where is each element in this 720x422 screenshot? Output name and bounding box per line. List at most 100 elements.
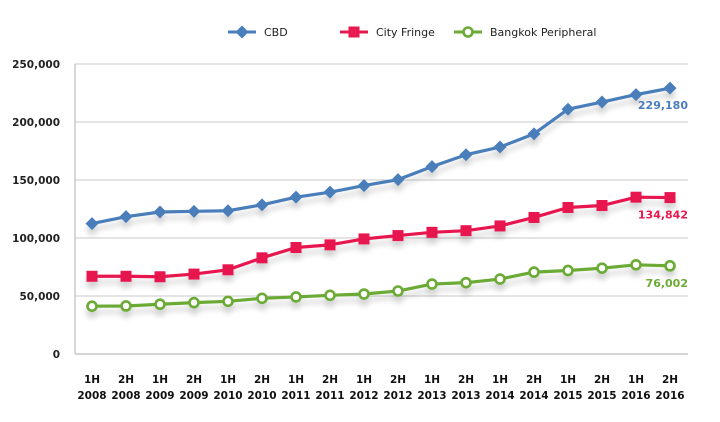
data-point bbox=[562, 201, 574, 213]
data-point bbox=[290, 291, 302, 303]
x-tick-label-half: 1H bbox=[560, 374, 576, 386]
y-tick-label: 150,000 bbox=[12, 175, 60, 187]
legend-square-icon bbox=[348, 26, 360, 38]
legend-item: Bangkok Peripheral bbox=[454, 26, 596, 39]
x-tick-label-half: 2H bbox=[322, 374, 338, 386]
x-tick-label-year: 2008 bbox=[77, 390, 106, 402]
legend-circle-icon bbox=[462, 26, 474, 38]
data-point bbox=[527, 127, 541, 141]
data-point bbox=[561, 102, 575, 116]
data-point bbox=[391, 173, 405, 187]
x-tick-label-year: 2009 bbox=[179, 390, 208, 402]
data-point bbox=[85, 217, 99, 231]
data-point bbox=[188, 268, 200, 280]
legend-item: City Fringe bbox=[340, 26, 435, 39]
data-point bbox=[153, 205, 167, 219]
data-label: 134,842 bbox=[638, 209, 688, 222]
data-label: 76,002 bbox=[646, 277, 688, 290]
data-point bbox=[119, 210, 133, 224]
x-tick-label-year: 2009 bbox=[145, 390, 174, 402]
x-tick-label-half: 2H bbox=[254, 374, 270, 386]
x-tick-label-half: 1H bbox=[152, 374, 168, 386]
data-point bbox=[562, 264, 574, 277]
data-point bbox=[493, 140, 507, 154]
series-line bbox=[91, 86, 671, 226]
legend: CBD City Fringe Bangkok Peripheral bbox=[228, 25, 596, 39]
data-point bbox=[392, 285, 404, 297]
x-tick-label-year: 2016 bbox=[655, 390, 684, 402]
data-point bbox=[596, 200, 608, 212]
x-tick-label-half: 2H bbox=[458, 374, 474, 386]
data-point bbox=[596, 262, 608, 274]
gridlines bbox=[75, 63, 688, 297]
x-tick-label-half: 2H bbox=[594, 374, 610, 386]
data-point bbox=[357, 179, 371, 193]
x-tick-label-half: 2H bbox=[118, 374, 134, 386]
data-point bbox=[255, 198, 269, 212]
data-point bbox=[358, 233, 370, 245]
data-point bbox=[323, 185, 337, 199]
data-point bbox=[222, 295, 234, 308]
x-tick-label-half: 1H bbox=[84, 374, 100, 386]
data-point bbox=[663, 81, 677, 95]
data-point bbox=[528, 211, 540, 223]
series-city-fringe bbox=[86, 191, 676, 283]
data-point bbox=[290, 242, 302, 254]
data-point bbox=[154, 271, 166, 283]
data-point bbox=[289, 190, 303, 204]
series-line bbox=[92, 195, 671, 279]
legend-label: City Fringe bbox=[376, 26, 435, 39]
x-tick-label-half: 2H bbox=[662, 374, 678, 386]
legend-item: CBD bbox=[228, 25, 288, 39]
data-point bbox=[324, 289, 336, 302]
x-tick-label-half: 1H bbox=[288, 374, 304, 386]
y-tick-label: 200,000 bbox=[12, 117, 60, 129]
x-tick-label-year: 2014 bbox=[485, 390, 514, 402]
series-bangkok-peripheral bbox=[86, 258, 676, 313]
y-axis-ticks: 0 50,000 100,000 150,000 200,000 250,000 bbox=[12, 59, 60, 361]
x-tick-label-year: 2008 bbox=[111, 390, 140, 402]
data-point bbox=[426, 278, 438, 290]
x-tick-label-half: 2H bbox=[186, 374, 202, 386]
data-point bbox=[425, 160, 439, 174]
x-tick-label-year: 2013 bbox=[451, 390, 480, 402]
x-tick-label-year: 2015 bbox=[587, 390, 616, 402]
series-cbd bbox=[85, 81, 677, 231]
data-point bbox=[187, 204, 201, 218]
x-tick-label-half: 1H bbox=[356, 374, 372, 386]
y-tick-label: 250,000 bbox=[12, 59, 60, 71]
data-point bbox=[629, 88, 643, 102]
legend-label: Bangkok Peripheral bbox=[490, 26, 596, 39]
data-point bbox=[460, 225, 472, 237]
x-tick-label-half: 1H bbox=[424, 374, 440, 386]
x-tick-label-half: 1H bbox=[628, 374, 644, 386]
x-axis-ticks: 1H 2008 2H 2008 1H 2009 2H 2009 1H 2010 2H 2010 1H 20… bbox=[77, 374, 684, 402]
data-point bbox=[494, 220, 506, 232]
x-tick-label-half: 1H bbox=[220, 374, 236, 386]
data-point bbox=[358, 288, 370, 300]
data-point bbox=[154, 298, 166, 311]
end-labels: 229,180 134,842 76,002 bbox=[638, 99, 688, 290]
data-point bbox=[664, 260, 676, 272]
x-tick-label-year: 2013 bbox=[417, 390, 446, 402]
data-point bbox=[630, 191, 642, 203]
data-point bbox=[188, 296, 200, 309]
x-tick-label-year: 2011 bbox=[315, 390, 344, 402]
data-point bbox=[664, 192, 676, 204]
x-tick-label-year: 2014 bbox=[519, 390, 548, 402]
data-point bbox=[120, 300, 132, 312]
data-point bbox=[392, 230, 404, 242]
data-label: 229,180 bbox=[638, 99, 688, 112]
x-tick-label-year: 2016 bbox=[621, 390, 650, 402]
legend-diamond-icon bbox=[235, 25, 249, 39]
y-tick-label: 100,000 bbox=[12, 233, 60, 245]
x-tick-label-year: 2012 bbox=[383, 390, 412, 402]
axes bbox=[74, 64, 688, 355]
data-point bbox=[222, 264, 234, 276]
legend-label: CBD bbox=[264, 26, 288, 39]
x-tick-label-year: 2010 bbox=[247, 390, 276, 402]
x-tick-label-half: 2H bbox=[390, 374, 406, 386]
data-point bbox=[630, 258, 642, 271]
data-point bbox=[86, 300, 98, 313]
